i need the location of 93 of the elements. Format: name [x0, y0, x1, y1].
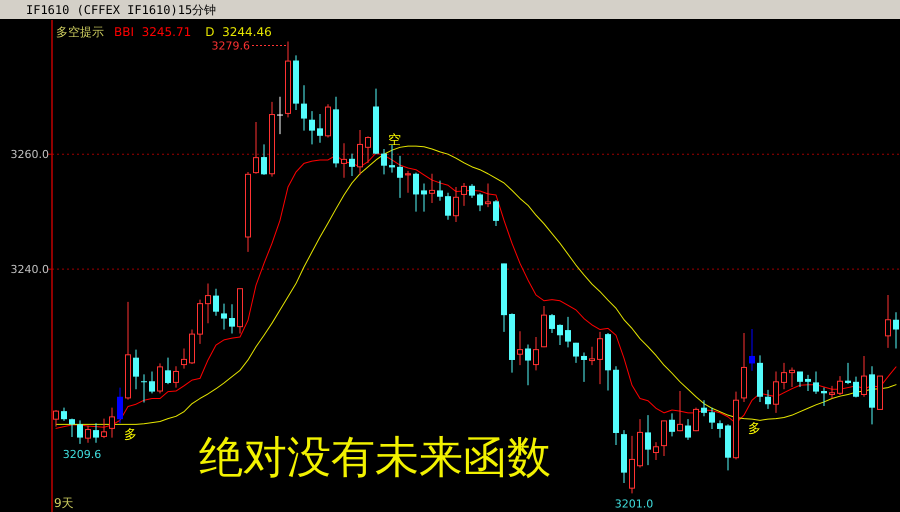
candlestick	[597, 331, 603, 385]
candlestick	[469, 184, 475, 198]
candlestick	[709, 407, 715, 430]
candlestick	[405, 170, 411, 194]
candlestick	[133, 349, 139, 390]
candlestick	[381, 148, 387, 175]
candlestick	[317, 113, 323, 144]
candlestick	[141, 374, 147, 404]
chart-title: IF1610 (CFFEX IF1610)15分钟	[26, 3, 216, 17]
candlestick	[149, 370, 155, 394]
candlestick	[445, 192, 451, 220]
annotation: 多	[748, 422, 761, 437]
candlestick	[61, 407, 67, 422]
candlestick	[213, 288, 219, 316]
candlestick	[53, 409, 59, 428]
candlestick	[565, 316, 571, 348]
candlestick	[717, 420, 723, 438]
annotation: 3279.6	[212, 40, 250, 53]
candlestick	[805, 374, 811, 392]
candlestick	[357, 130, 363, 176]
candlestick	[677, 390, 683, 432]
y-tick-label: 3240.0	[10, 263, 49, 276]
candlestick	[749, 328, 755, 372]
candlestick	[517, 330, 523, 366]
candlestick	[117, 387, 123, 424]
legend-title: 多空提示	[56, 25, 104, 39]
candlestick	[165, 357, 171, 385]
candlestick	[453, 186, 459, 223]
candlestick	[77, 420, 83, 444]
candlestick	[581, 352, 587, 382]
candlestick	[389, 144, 395, 174]
candlestick	[533, 336, 539, 371]
candlestick	[589, 346, 595, 366]
candlestick	[829, 385, 835, 399]
annotation: 绝对没有未来函数	[199, 432, 551, 483]
candlestick	[645, 414, 651, 466]
candlestick	[429, 173, 435, 204]
candlestick	[365, 136, 371, 164]
text: D 3244.46	[205, 25, 272, 39]
candlestick	[277, 96, 283, 135]
candlestick	[701, 400, 707, 417]
candlestick	[349, 153, 355, 177]
candlestick	[573, 342, 579, 364]
candlestick	[309, 110, 315, 145]
candlestick	[781, 362, 787, 390]
candlestick	[549, 313, 555, 334]
y-tick-label: 3260.0	[10, 148, 49, 162]
candlestick	[853, 376, 859, 398]
candlestick	[437, 180, 443, 202]
candlestick	[685, 418, 691, 440]
candlestick	[301, 84, 307, 132]
candlestick	[253, 122, 259, 174]
candlestick	[885, 294, 891, 348]
text: BBI 3245.71	[114, 25, 192, 39]
candlestick	[797, 370, 803, 388]
candlestick	[765, 389, 771, 410]
candlestick	[261, 144, 267, 176]
candlestick	[669, 412, 675, 437]
candlestick	[861, 355, 867, 398]
candlestick	[109, 407, 115, 438]
candlestick	[789, 366, 795, 388]
candlestick	[85, 425, 91, 444]
candlestick	[557, 324, 563, 346]
candlestick	[93, 422, 99, 444]
candlestick	[813, 370, 819, 394]
candlestick	[461, 182, 467, 206]
candlestick	[893, 312, 899, 349]
annotation: 9天	[54, 496, 74, 510]
candlestick	[493, 200, 499, 227]
candlestick	[173, 366, 179, 388]
annotation: 3201.0	[614, 497, 654, 510]
candlestick	[421, 183, 427, 212]
candlestick	[397, 155, 403, 198]
annotation: 3209.6	[62, 448, 102, 461]
candlestick	[525, 344, 531, 386]
candlestick	[821, 387, 827, 406]
candlestick	[837, 376, 843, 396]
candlestick	[413, 172, 419, 212]
candlestick	[69, 418, 75, 438]
candlestick	[221, 303, 227, 330]
candlestick	[205, 283, 211, 324]
candlestick	[845, 362, 851, 385]
candlestick	[101, 418, 107, 439]
candlestick	[773, 370, 779, 414]
candlestick	[477, 192, 483, 212]
candlestick	[341, 142, 347, 178]
candlestick	[693, 407, 699, 432]
annotation: 空	[388, 133, 401, 148]
candlestick	[485, 183, 491, 208]
candlestick	[653, 442, 659, 460]
annotation: 多	[124, 427, 137, 442]
candlestick	[229, 304, 235, 334]
candlestick	[181, 348, 187, 370]
